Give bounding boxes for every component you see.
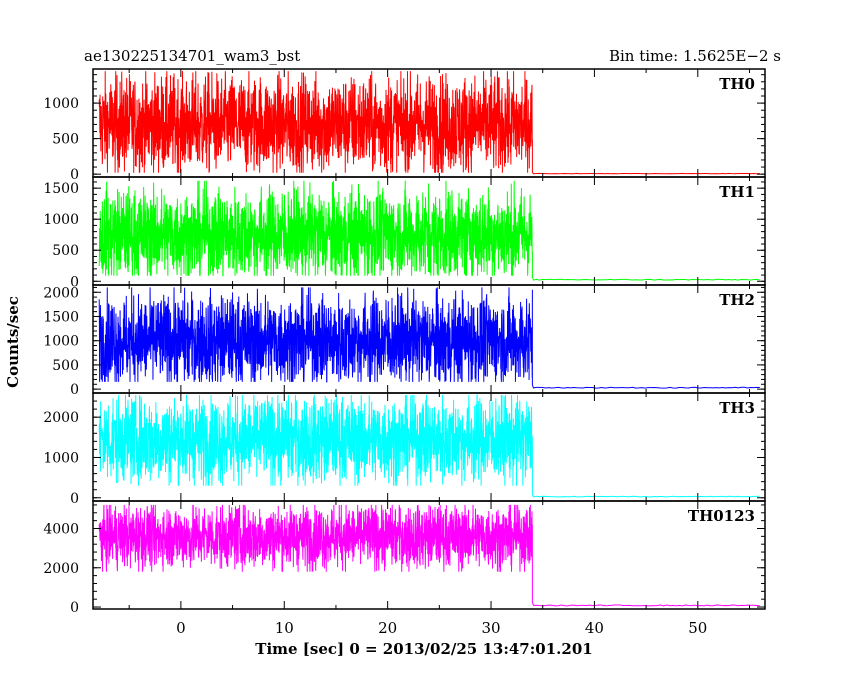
y-tick-label: 2000 (43, 561, 79, 577)
panel-th0123: 0 2000 4000 TH0123 (43, 500, 766, 616)
y-tick-label: 2000 (43, 410, 79, 426)
series-th0 (98, 71, 760, 175)
series-th1 (98, 180, 760, 281)
panel-label: TH2 (719, 291, 755, 309)
y-tick-label: 500 (52, 132, 79, 148)
y-tick-label: 1000 (43, 334, 79, 350)
y-tick-label: 0 (70, 491, 79, 507)
y-tick-label: 1500 (43, 309, 79, 325)
series-th3 (98, 394, 760, 498)
y-axis-label: Counts/sec (4, 296, 22, 388)
y-tick-label: 2000 (43, 285, 79, 301)
panel-label: TH3 (719, 399, 755, 417)
panel-label: TH0123 (688, 507, 755, 525)
x-tick-label: 0 (176, 619, 186, 637)
x-axis-label: Time [sec] 0 = 2013/02/25 13:47:01.201 (255, 640, 592, 658)
x-tick-label: 20 (378, 619, 397, 637)
series-th0123 (98, 504, 760, 607)
y-tick-label: 1500 (43, 181, 79, 197)
y-tick-label: 500 (52, 358, 79, 374)
chart-title-left: ae130225134701_wam3_bst (84, 47, 300, 65)
y-tick-label: 0 (70, 274, 79, 290)
panel-label: TH1 (719, 183, 755, 201)
y-tick-label: 4000 (43, 521, 79, 537)
panel-th2: 0 500 1000 1500 2000 TH2 (43, 284, 766, 398)
y-tick-label: 0 (70, 600, 79, 616)
x-tick-label: 10 (275, 619, 294, 637)
chart-title-right: Bin time: 1.5625E−2 s (609, 47, 781, 65)
x-tick-label: 50 (688, 619, 707, 637)
series-th2 (98, 287, 760, 389)
y-tick-label: 500 (52, 243, 79, 259)
panel-frame (92, 500, 766, 610)
y-tick-label: 1000 (43, 212, 79, 228)
x-tick-label: 30 (481, 619, 500, 637)
y-tick-label: 1000 (43, 450, 79, 466)
x-tick-label: 40 (585, 619, 604, 637)
panel-label: TH0 (719, 75, 755, 93)
panel-th3: 0 1000 2000 TH3 (43, 392, 766, 507)
panel-th0: 0 500 1000 TH0 (43, 68, 766, 183)
y-tick-label: 0 (70, 382, 79, 398)
panel-th1: 0 500 1000 1500 TH1 (43, 176, 766, 290)
y-tick-label: 0 (70, 167, 79, 183)
y-tick-label: 1000 (43, 96, 79, 112)
